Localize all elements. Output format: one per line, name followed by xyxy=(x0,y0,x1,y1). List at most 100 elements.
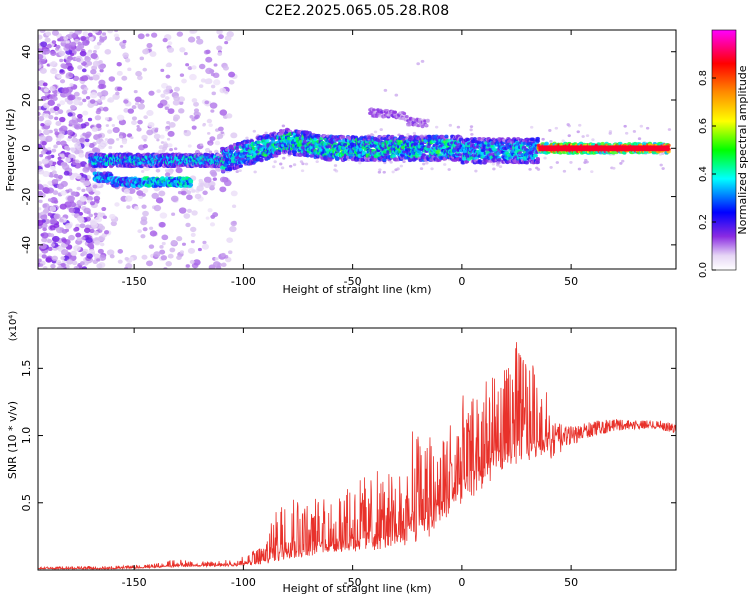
noise-cell xyxy=(64,43,72,49)
faint-cell xyxy=(623,124,627,128)
noise-cell xyxy=(38,161,43,166)
faint-cell xyxy=(220,131,225,135)
noise-cell xyxy=(148,226,154,231)
faint-cell xyxy=(282,156,286,160)
noise-cell xyxy=(175,167,183,174)
noise-cell xyxy=(96,212,103,218)
noise-cell xyxy=(43,88,49,93)
noise-cell xyxy=(186,194,193,201)
noise-cell xyxy=(220,252,226,258)
noise-cell xyxy=(90,69,97,75)
noise-cell xyxy=(228,71,236,78)
band-cell xyxy=(219,153,224,158)
noise-cell xyxy=(159,249,166,255)
faint-cell xyxy=(469,128,473,132)
noise-cell xyxy=(204,147,211,153)
noise-cell xyxy=(82,132,87,137)
noise-cell xyxy=(38,34,43,40)
noise-cell xyxy=(159,212,168,219)
faint-cell xyxy=(549,139,553,143)
noise-cell xyxy=(94,190,101,196)
faint-cell xyxy=(530,125,534,129)
noise-cell xyxy=(44,119,52,126)
noise-cell xyxy=(209,222,216,227)
noise-cell xyxy=(77,65,83,70)
noise-cell xyxy=(61,87,70,94)
noise-cell xyxy=(196,36,201,40)
noise-cell xyxy=(76,237,82,242)
noise-cell xyxy=(107,97,115,103)
noise-cell xyxy=(176,236,183,242)
noise-cell xyxy=(81,251,88,256)
noise-cell xyxy=(58,50,66,57)
noise-cell xyxy=(198,63,206,70)
noise-cell xyxy=(39,135,46,141)
band-cell xyxy=(221,169,226,173)
noise-cell xyxy=(134,206,140,211)
noise-cell xyxy=(165,261,172,267)
noise-cell xyxy=(139,56,145,61)
noise-cell xyxy=(118,135,123,139)
noise-cell xyxy=(74,159,80,164)
noise-cell xyxy=(50,165,56,171)
noise-cell xyxy=(148,90,155,96)
noise-cell xyxy=(50,243,56,247)
faint-cell xyxy=(208,150,213,154)
noise-cell xyxy=(41,158,49,165)
faint-cell xyxy=(541,137,545,141)
noise-cell xyxy=(137,75,143,81)
noise-cell xyxy=(71,33,77,39)
noise-cell xyxy=(193,101,199,107)
noise-cell xyxy=(189,73,197,81)
spectrogram-heatmap xyxy=(38,30,672,269)
faint-cell xyxy=(443,163,447,166)
noise-cell xyxy=(68,153,74,159)
noise-cell xyxy=(54,111,59,116)
noise-cell xyxy=(91,126,99,132)
noise-cell xyxy=(131,105,137,110)
faint-cell xyxy=(199,143,204,147)
band-cell xyxy=(259,158,264,163)
band-cell xyxy=(533,153,538,158)
noise-cell xyxy=(83,227,91,234)
noise-cell xyxy=(186,208,192,213)
noise-cell xyxy=(83,76,88,81)
faint-cell xyxy=(252,129,256,133)
faint-cell xyxy=(394,168,398,172)
noise-cell xyxy=(210,84,216,89)
noise-cell xyxy=(53,93,58,97)
faint-cell xyxy=(382,170,386,174)
noise-cell xyxy=(122,39,127,44)
noise-cell xyxy=(137,229,142,234)
noise-cell xyxy=(60,262,66,268)
faint-cell xyxy=(377,170,382,174)
noise-cell xyxy=(207,208,213,213)
noise-cell xyxy=(170,195,179,202)
faint-cell xyxy=(235,170,239,173)
noise-cell xyxy=(91,65,98,71)
noise-cell xyxy=(174,86,180,92)
noise-cell xyxy=(60,140,67,146)
noise-cell xyxy=(47,155,52,160)
noise-cell xyxy=(59,218,64,223)
noise-cell xyxy=(116,61,122,67)
band-cell xyxy=(227,166,233,171)
noise-cell xyxy=(56,183,65,190)
noise-cell xyxy=(116,70,123,76)
noise-cell xyxy=(61,249,69,256)
noise-cell xyxy=(39,67,47,74)
noise-cell xyxy=(51,40,57,44)
noise-cell xyxy=(80,35,87,42)
noise-cell xyxy=(42,266,48,269)
band-cell xyxy=(465,137,471,142)
noise-cell xyxy=(45,31,51,36)
faint-cell xyxy=(419,167,424,171)
faint-cell xyxy=(447,168,451,171)
faint-cell xyxy=(253,170,257,174)
noise-cell xyxy=(75,232,82,238)
noise-cell xyxy=(136,190,144,196)
noise-cell xyxy=(224,40,229,45)
noise-cell xyxy=(102,106,109,112)
noise-cell xyxy=(83,87,89,91)
noise-cell xyxy=(47,198,53,202)
